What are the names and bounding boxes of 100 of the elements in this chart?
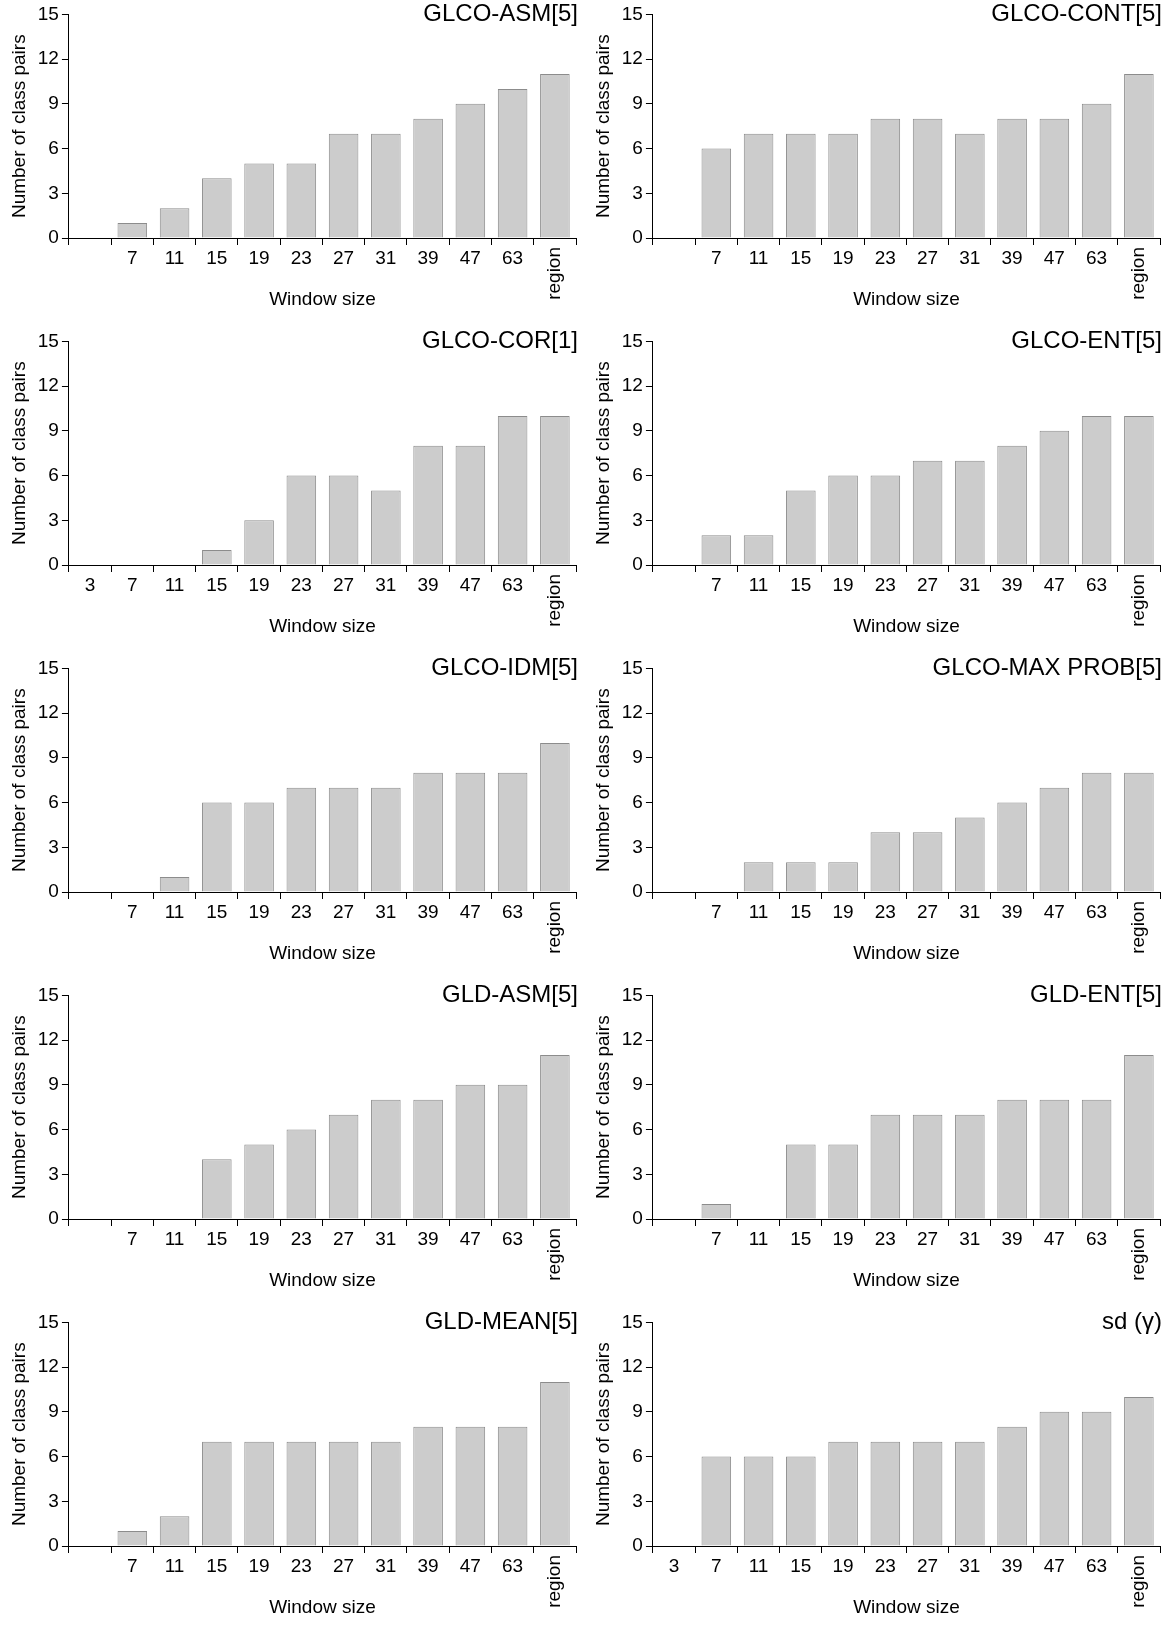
x-tick-label: 31	[959, 1227, 981, 1249]
y-tick-label: 3	[48, 1489, 59, 1511]
chart-title: GLCO-IDM[5]	[431, 653, 578, 681]
x-tick-label: 27	[917, 246, 939, 268]
y-tick-label: 15	[621, 983, 643, 1005]
y-tick-label: 6	[48, 1444, 59, 1466]
chart-title: sd (γ)	[1102, 1307, 1162, 1335]
y-tick-label: 9	[48, 1073, 59, 1095]
x-tick-label: 39	[417, 900, 439, 922]
y-tick-label: 6	[632, 136, 643, 158]
x-tick-label: 19	[832, 1227, 854, 1249]
x-tick-label: 47	[459, 900, 481, 922]
x-tick-label: 15	[790, 573, 812, 595]
x-tick-label: 3	[668, 1554, 680, 1576]
x-tick-label: 39	[1001, 1554, 1023, 1576]
x-tick-label: 23	[874, 1227, 896, 1249]
x-tick-label: 47	[459, 1554, 481, 1576]
x-tick-label: 63	[502, 1227, 524, 1249]
y-axis-title: Number of class pairs	[591, 1015, 613, 1200]
x-tick-label: 39	[1001, 1227, 1023, 1249]
x-tick-label: 27	[333, 1554, 355, 1576]
chart-title: GLCO-MAX PROB[5]	[932, 653, 1162, 681]
x-tick-label: 31	[375, 246, 397, 268]
x-tick-label: 31	[375, 900, 397, 922]
x-tick-label: 31	[959, 246, 981, 268]
x-tick-label: 19	[248, 246, 270, 268]
y-tick-label: 9	[48, 419, 59, 441]
y-tick-label: 9	[632, 92, 643, 114]
x-tick-label: 31	[959, 1554, 981, 1576]
x-tick-label: 23	[874, 573, 896, 595]
x-tick-label: 15	[790, 1554, 812, 1576]
x-tick-label: 63	[502, 573, 524, 595]
y-tick-label: 0	[632, 1534, 643, 1556]
x-tick-label: 19	[248, 1554, 270, 1576]
x-tick-label: 39	[1001, 246, 1023, 268]
x-tick-label: 23	[290, 1227, 312, 1249]
x-tick-label: 3	[84, 573, 96, 595]
chart-title: GLCO-ENT[5]	[1011, 326, 1162, 354]
x-tick-label: region	[543, 574, 565, 627]
x-tick-label: 19	[832, 900, 854, 922]
x-tick-label: 23	[290, 246, 312, 268]
x-tick-label: 63	[502, 246, 524, 268]
x-tick-label: 63	[1086, 900, 1108, 922]
x-tick-label: 63	[1086, 1554, 1108, 1576]
y-tick-label: 0	[632, 226, 643, 248]
x-tick-label: 11	[748, 1227, 769, 1249]
x-tick-label: 39	[1001, 573, 1023, 595]
x-tick-label: region	[1127, 1555, 1149, 1608]
y-tick-label: 3	[632, 1489, 643, 1511]
y-tick-label: 12	[37, 1355, 59, 1377]
y-tick-label: 9	[632, 419, 643, 441]
x-tick-label: 7	[127, 573, 138, 595]
x-tick-label: 27	[333, 900, 355, 922]
x-tick-label: 7	[127, 246, 138, 268]
x-tick-label: 11	[164, 1554, 185, 1576]
y-tick-label: 3	[48, 835, 59, 857]
y-tick-label: 12	[621, 374, 643, 396]
x-axis-title: Window size	[853, 1268, 960, 1290]
y-tick-label: 6	[632, 463, 643, 485]
y-tick-label: 3	[48, 1162, 59, 1184]
x-tick-label: 27	[917, 1227, 939, 1249]
y-tick-label: 9	[632, 1073, 643, 1095]
x-tick-label: 47	[1043, 1554, 1065, 1576]
y-tick-label: 15	[37, 1310, 59, 1332]
x-tick-label: 15	[206, 1554, 228, 1576]
x-tick-label: 27	[917, 573, 939, 595]
x-tick-label: 7	[711, 900, 722, 922]
x-tick-label: 27	[917, 1554, 939, 1576]
x-tick-label: region	[543, 1228, 565, 1281]
y-tick-label: 0	[632, 553, 643, 575]
x-tick-label: 31	[375, 1554, 397, 1576]
x-tick-label: 23	[874, 246, 896, 268]
x-tick-label: 11	[748, 246, 769, 268]
x-tick-label: region	[1127, 574, 1149, 627]
y-tick-label: 15	[37, 329, 59, 351]
x-tick-label: 23	[874, 1554, 896, 1576]
x-axis-title: Window size	[269, 1595, 376, 1617]
x-tick-label: 39	[417, 246, 439, 268]
chart-title: GLD-MEAN[5]	[424, 1307, 578, 1335]
x-tick-label: 47	[1043, 1227, 1065, 1249]
y-tick-label: 15	[621, 329, 643, 351]
x-tick-label: 7	[711, 246, 722, 268]
x-tick-label: 15	[206, 573, 228, 595]
y-axis-title: Number of class pairs	[591, 34, 613, 219]
x-tick-label: 31	[959, 900, 981, 922]
x-tick-label: 15	[206, 900, 228, 922]
y-tick-label: 3	[48, 181, 59, 203]
y-tick-label: 9	[632, 746, 643, 768]
x-tick-label: 11	[748, 1554, 769, 1576]
x-tick-label: 63	[1086, 1227, 1108, 1249]
y-axis-title: Number of class pairs	[7, 1015, 29, 1200]
x-tick-label: 7	[711, 573, 722, 595]
x-tick-label: 11	[164, 900, 185, 922]
y-axis-title: Number of class pairs	[591, 1342, 613, 1527]
x-tick-label: 23	[290, 573, 312, 595]
y-axis-title: Number of class pairs	[591, 688, 613, 873]
x-tick-label: 23	[874, 900, 896, 922]
x-tick-label: 15	[206, 1227, 228, 1249]
y-tick-label: 6	[48, 1117, 59, 1139]
y-tick-label: 12	[37, 701, 59, 723]
